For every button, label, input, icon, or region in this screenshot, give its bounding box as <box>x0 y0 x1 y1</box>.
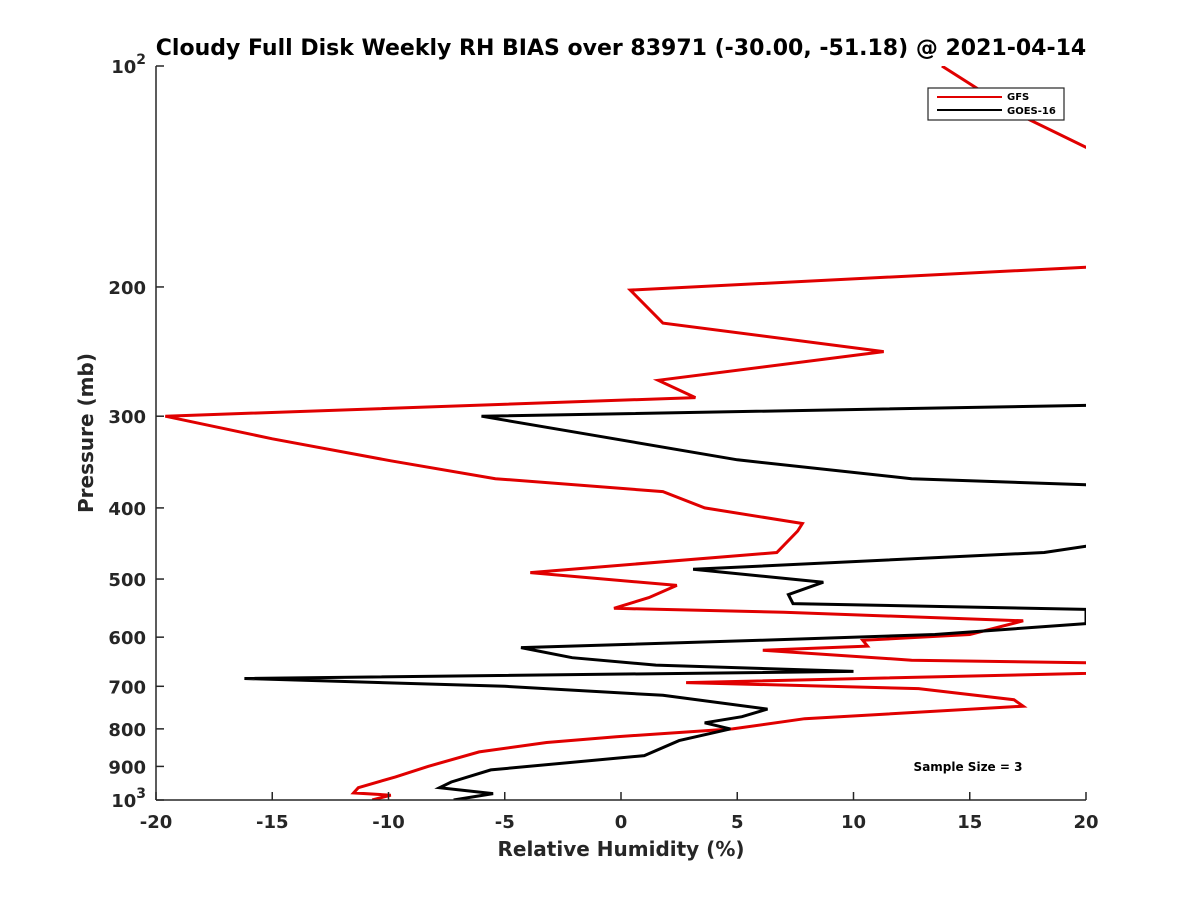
x-tick-label: 5 <box>731 812 744 833</box>
x-tick-label: -15 <box>256 812 289 833</box>
axes-layer: -20 -15 -10 -5 0 5 10 15 20 102 200 300 400 500 600 700… <box>108 52 1098 833</box>
x-axis-label: Relative Humidity (%) <box>497 837 744 861</box>
x-tick-label: -10 <box>372 812 405 833</box>
legend-label-goes16: GOES-16 <box>1007 106 1056 117</box>
y-tick-label: 900 <box>108 757 146 778</box>
y-tick-label: 700 <box>108 677 146 698</box>
y-tick-label: 400 <box>108 499 146 520</box>
y-tick-label: 102 <box>111 52 146 78</box>
x-tick-label: 10 <box>841 812 866 833</box>
y-tick-label: 500 <box>108 570 146 591</box>
x-tick-label: 15 <box>957 812 982 833</box>
y-axis-label: Pressure (mb) <box>74 353 98 513</box>
x-tick-label: 0 <box>615 812 628 833</box>
y-tick-label: 800 <box>108 720 146 741</box>
legend: GFS GOES-16 <box>927 87 1065 121</box>
series-line-gfs <box>164 66 1086 800</box>
x-tick-label: -5 <box>495 812 515 833</box>
sample-size-note: Sample Size = 3 <box>914 760 1023 774</box>
series-line-goes16 <box>244 403 1086 800</box>
legend-box <box>927 87 1065 121</box>
x-tick-label: -20 <box>140 812 173 833</box>
chart-title: Cloudy Full Disk Weekly RH BIAS over 839… <box>156 36 1086 61</box>
y-tick-label: 300 <box>108 407 146 428</box>
y-tick-label: 103 <box>111 786 146 812</box>
legend-label-gfs: GFS <box>1007 92 1029 103</box>
y-tick-label: 200 <box>108 278 146 299</box>
series-layer <box>164 66 1086 800</box>
x-tick-label: 20 <box>1073 812 1098 833</box>
y-tick-label: 600 <box>108 628 146 649</box>
